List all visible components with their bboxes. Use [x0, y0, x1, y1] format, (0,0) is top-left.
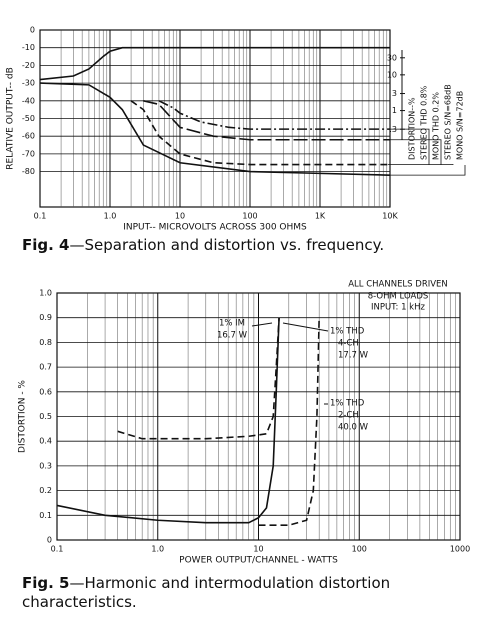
annotation: 1% THD — [330, 327, 365, 337]
y2-tick-label: 1 — [392, 106, 397, 115]
y-tick-label: -80 — [22, 167, 35, 176]
series-line — [258, 317, 320, 526]
y-axis-label: RELATIVE OUTPUT-- dB — [6, 67, 16, 170]
series-line — [56, 317, 280, 524]
legend-label: STEREO THD 0.8% — [420, 85, 429, 160]
y-tick-label: -60 — [22, 132, 35, 141]
y-tick-label: 0.4 — [39, 437, 52, 446]
series-line — [39, 82, 391, 176]
annotation: 8-OHM LOADS — [368, 292, 429, 302]
y-tick-label: 0.5 — [39, 412, 52, 421]
y2-tick-label: 3 — [392, 89, 397, 98]
annotation: 2-CH — [338, 411, 359, 421]
y-tick-label: 1.0 — [39, 289, 52, 298]
annotation: INPUT: 1 kHz — [371, 303, 425, 313]
series-line — [143, 100, 390, 141]
series-line — [130, 100, 390, 166]
x-tick-label: 100 — [352, 545, 367, 554]
y-tick-label: -20 — [22, 61, 35, 70]
y-tick-label: 0.3 — [39, 461, 52, 470]
y2-tick-label: 10 — [387, 70, 397, 79]
legend-leader — [388, 128, 430, 165]
y2-axis-label: DISTORTION--% — [408, 97, 417, 160]
x-tick-label: 1.0 — [151, 545, 164, 554]
caption-text: —Harmonic and intermodulation distortion… — [22, 574, 391, 611]
x-tick-label: 1000 — [450, 545, 470, 554]
caption: Fig. 5—Harmonic and intermodulation dist… — [22, 574, 472, 612]
y-tick-label: 0.2 — [39, 486, 52, 495]
legend-label: MONO S/N=72dB — [456, 91, 465, 160]
x-tick-label: 0.1 — [51, 545, 64, 554]
annotation: 1% THD — [330, 399, 365, 409]
arrow — [251, 322, 273, 327]
x-tick-label: 10 — [253, 545, 263, 554]
legend-leader — [388, 139, 442, 165]
x-tick-label: 0.1 — [34, 212, 47, 221]
y-tick-label: -50 — [22, 114, 35, 123]
annotation: 17.7 W — [338, 351, 369, 361]
caption-label: Fig. 5 — [22, 574, 70, 592]
x-tick-label: 10K — [382, 212, 398, 221]
y-tick-label: -40 — [22, 96, 35, 105]
caption-text: —Separation and distortion vs. frequency… — [69, 236, 385, 254]
arrow — [282, 322, 329, 332]
series-line — [158, 100, 390, 130]
y2-tick-label: 30 — [387, 53, 397, 62]
y-tick-label: 0.7 — [39, 363, 52, 372]
caption-label: Fig. 4 — [22, 236, 70, 254]
series-line — [39, 46, 390, 81]
caption: Fig. 4—Separation and distortion vs. fre… — [22, 236, 472, 255]
x-tick-label: 1K — [315, 212, 326, 221]
annotation: ALL CHANNELS DRIVEN — [348, 280, 448, 290]
y-tick-label: 0 — [30, 26, 35, 35]
annotation: 16.7 W — [217, 331, 248, 341]
x-tick-label: 1.0 — [104, 212, 117, 221]
annotation: 1% IM — [219, 319, 245, 329]
y-tick-label: 0.6 — [39, 387, 52, 396]
y-tick-label: -70 — [22, 149, 35, 158]
y-tick-label: 0.1 — [39, 511, 52, 520]
legend-label: STEREO S/N=68dB — [444, 84, 453, 160]
y-axis-label: DISTORTION - % — [18, 380, 28, 453]
x-axis-label: POWER OUTPUT/CHANNEL - WATTS — [179, 556, 338, 566]
x-tick-label: 100 — [242, 212, 257, 221]
x-tick-label: 10 — [175, 212, 185, 221]
y-tick-label: 0.8 — [39, 338, 52, 347]
legend-leader — [388, 165, 466, 176]
legend-label: MONO THD 0.2% — [432, 92, 441, 160]
y-tick-label: -30 — [22, 79, 35, 88]
y-tick-label: 0 — [47, 536, 52, 545]
x-axis-label: INPUT-- MICROVOLTS ACROSS 300 OHMS — [123, 223, 307, 233]
annotation: 40.0 W — [338, 423, 369, 433]
y-tick-label: 0.9 — [39, 313, 52, 322]
y-tick-label: -10 — [22, 43, 35, 52]
annotation: 4-CH — [338, 339, 359, 349]
series-line — [117, 317, 280, 440]
